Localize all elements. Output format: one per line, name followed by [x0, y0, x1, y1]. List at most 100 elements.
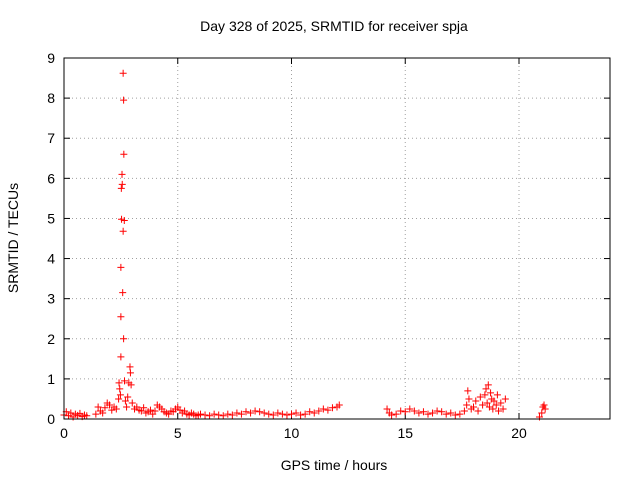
data-points — [60, 69, 549, 421]
data-point — [451, 411, 459, 419]
data-point — [310, 409, 318, 417]
data-point — [415, 409, 423, 417]
data-point — [201, 411, 209, 419]
data-point — [99, 409, 107, 417]
x-axis-title: GPS time / hours — [281, 457, 388, 473]
x-tick-label: 5 — [174, 425, 182, 441]
data-point — [120, 335, 128, 343]
data-point — [197, 410, 204, 418]
data-point — [119, 69, 127, 77]
data-point — [306, 408, 314, 416]
data-point — [489, 405, 497, 413]
data-point — [490, 397, 498, 405]
data-point — [499, 405, 507, 413]
data-point — [463, 401, 471, 409]
y-tick-label: 4 — [47, 251, 55, 267]
data-point — [117, 353, 125, 361]
data-point — [315, 407, 323, 415]
y-tick-label: 7 — [47, 130, 55, 146]
data-point — [94, 403, 102, 411]
data-point — [121, 397, 129, 405]
data-point — [301, 410, 309, 418]
data-point — [128, 399, 136, 407]
data-point — [541, 405, 549, 413]
data-point — [319, 405, 327, 413]
data-point — [324, 406, 332, 414]
data-point — [388, 411, 396, 419]
x-tick-label: 10 — [284, 425, 300, 441]
data-point — [127, 381, 135, 389]
x-tick-label: 20 — [511, 425, 527, 441]
data-point — [482, 385, 490, 393]
data-point — [126, 369, 134, 377]
data-point — [410, 407, 418, 415]
data-point — [492, 401, 500, 409]
data-point — [117, 263, 125, 271]
data-point — [101, 404, 109, 412]
data-point — [115, 395, 123, 403]
data-point — [540, 401, 548, 409]
data-point — [383, 405, 391, 413]
data-point — [292, 409, 300, 417]
data-point — [121, 377, 129, 385]
data-point — [151, 407, 159, 415]
data-point — [460, 407, 468, 415]
data-point — [260, 409, 268, 417]
data-point — [297, 411, 305, 419]
data-point — [288, 410, 295, 418]
data-point — [256, 408, 264, 416]
data-point — [501, 395, 509, 403]
y-tick-label: 3 — [47, 291, 55, 307]
grid-lines — [64, 58, 610, 419]
data-point — [237, 410, 245, 418]
data-point — [251, 407, 259, 415]
data-point — [401, 408, 409, 416]
data-point — [92, 410, 100, 418]
plot-frame — [63, 57, 611, 420]
y-tick-label: 8 — [47, 90, 55, 106]
data-point — [474, 407, 482, 415]
data-point — [419, 408, 427, 416]
y-tick-label: 1 — [47, 371, 55, 387]
data-point — [83, 412, 91, 420]
data-point — [429, 409, 437, 417]
data-point — [438, 408, 446, 416]
data-point — [476, 393, 484, 401]
data-point — [538, 409, 546, 417]
data-point — [497, 399, 505, 407]
data-point — [397, 407, 405, 415]
data-point — [67, 409, 75, 417]
data-point — [442, 410, 450, 418]
x-tick-label: 15 — [397, 425, 413, 441]
data-point — [481, 391, 489, 399]
data-point — [120, 216, 128, 224]
data-point — [456, 410, 464, 418]
data-point — [115, 379, 123, 387]
data-point — [206, 412, 214, 420]
data-point — [406, 405, 414, 413]
data-point — [493, 391, 501, 399]
data-point — [118, 170, 126, 178]
data-point — [472, 397, 480, 405]
data-point — [116, 391, 124, 399]
data-point — [123, 403, 131, 411]
y-tick-label: 6 — [47, 170, 55, 186]
data-point — [119, 227, 127, 235]
data-point — [269, 411, 277, 419]
data-point — [124, 393, 132, 401]
data-point — [126, 363, 134, 371]
data-point — [117, 313, 125, 321]
data-point — [215, 411, 223, 419]
data-point — [116, 385, 124, 393]
data-point — [233, 409, 241, 417]
data-point — [484, 381, 492, 389]
data-point — [465, 395, 473, 403]
y-tick-label: 0 — [47, 411, 55, 427]
data-point — [210, 410, 218, 418]
data-point — [146, 406, 154, 414]
data-point — [487, 389, 495, 397]
data-point — [483, 399, 491, 407]
data-point — [495, 407, 503, 415]
data-point — [247, 409, 255, 417]
